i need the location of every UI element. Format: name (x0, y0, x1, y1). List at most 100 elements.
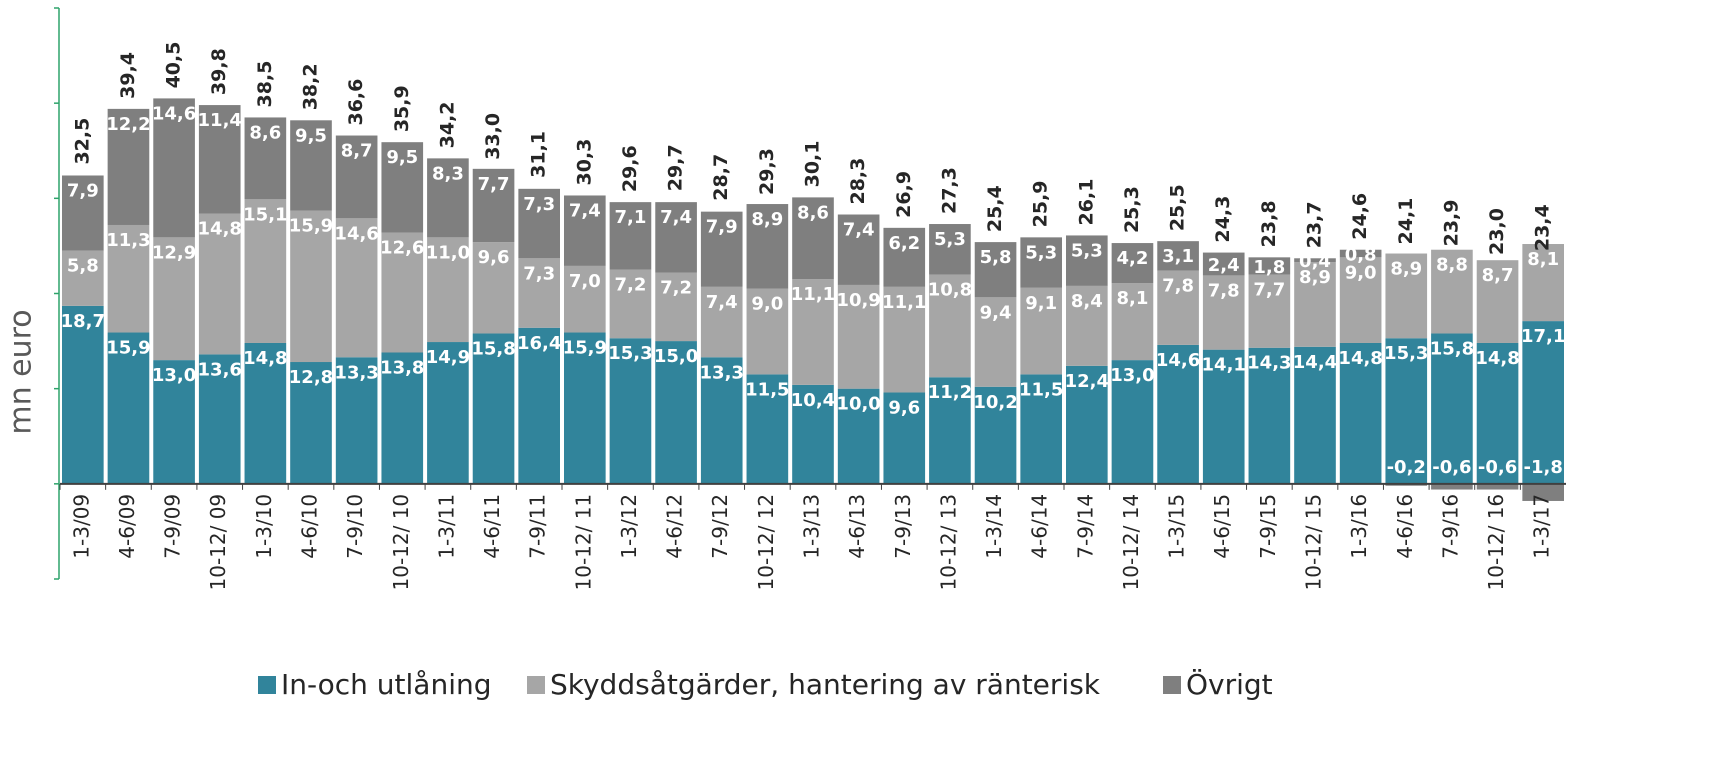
bar-segment (62, 250, 104, 306)
data-label: 15,9 (106, 338, 150, 359)
data-label: 13,3 (334, 362, 378, 383)
bar-segment (107, 332, 150, 484)
x-tick-label: 4-6/13 (845, 494, 869, 559)
bar-segment (335, 218, 378, 358)
x-tick-label: 10-12/ 12 (754, 494, 778, 591)
x-tick-label: 1-3/10 (252, 494, 276, 559)
legend-label: Övrigt (1186, 667, 1273, 701)
data-label: 14,8 (243, 348, 287, 369)
x-tick-label: 7-9/09 (161, 494, 185, 559)
total-label: 24,1 (1395, 198, 1417, 245)
bar-segment (609, 202, 652, 270)
data-label: 18,7 (61, 311, 105, 332)
data-label: 14,8 (1338, 348, 1382, 369)
data-label: 7,7 (1253, 279, 1285, 300)
total-label: 36,6 (345, 79, 367, 126)
bar-segment (1294, 262, 1336, 347)
data-label: 7,9 (706, 217, 738, 238)
total-label: 25,5 (1167, 184, 1189, 231)
data-label: 13,8 (380, 358, 424, 379)
total-label: 26,1 (1075, 179, 1097, 226)
bar-segment (472, 168, 515, 243)
bar-segment (381, 232, 424, 353)
bar-segment (335, 135, 378, 219)
data-label: 15,9 (563, 338, 607, 359)
bar-segment (1476, 260, 1519, 343)
data-label: 10,4 (791, 390, 835, 411)
data-label: 5,3 (1071, 240, 1103, 261)
data-label: 11,1 (791, 284, 835, 305)
bar-segment (153, 98, 195, 238)
total-label: 25,4 (984, 185, 1006, 232)
total-label: 26,9 (893, 171, 915, 218)
total-label: 38,5 (254, 61, 276, 108)
bar-segment (564, 332, 606, 484)
x-tick-label: 10-12/ 16 (1484, 494, 1508, 591)
bar-segment (1248, 347, 1291, 484)
bar-segment (1111, 243, 1154, 284)
bar-segment (837, 388, 880, 484)
x-tick-label: 1-3/14 (982, 494, 1006, 559)
bar-segment (929, 224, 971, 275)
total-label: 29,3 (756, 148, 778, 195)
bar-segment (381, 142, 424, 233)
total-label: 27,3 (938, 167, 960, 214)
data-label: 7,0 (569, 271, 601, 292)
data-label: -0,2 (1387, 457, 1426, 478)
data-label: 5,8 (67, 256, 99, 277)
bar-segment (1385, 253, 1428, 339)
data-label: 9,0 (1345, 262, 1377, 283)
data-label: -0,6 (1478, 457, 1517, 478)
bar-segment (700, 357, 743, 484)
total-label: 31,1 (528, 131, 550, 178)
x-tick-label: 10-12/ 09 (206, 494, 230, 591)
bar-segment (974, 242, 1017, 298)
x-tick-label: 7-9/16 (1438, 494, 1462, 559)
bar-segment (518, 327, 560, 484)
bar-segment (244, 199, 287, 343)
bar-segment (792, 197, 834, 280)
x-tick-label: 7-9/15 (1256, 494, 1280, 559)
total-label: 23,9 (1440, 199, 1462, 246)
x-tick-label: 7-9/12 (708, 494, 732, 559)
legend-label: Skyddsåtgärder, hantering av ränterisk (550, 668, 1101, 701)
x-tick-label: 1-3/09 (69, 494, 93, 559)
bar-segment (62, 305, 104, 484)
x-tick-label: 4-6/15 (1210, 494, 1234, 559)
bar-segment (837, 284, 880, 389)
data-label: 10,0 (836, 394, 880, 415)
data-label: 6,2 (888, 233, 920, 254)
data-label: 7,4 (660, 207, 692, 228)
total-label: 24,6 (1349, 193, 1371, 240)
bar-segment (335, 357, 378, 484)
bar-segment (1248, 257, 1291, 275)
bar-segment (518, 188, 560, 259)
data-label: 14,1 (1202, 355, 1246, 376)
bar-segment (1020, 237, 1062, 288)
data-label: 12,4 (1065, 371, 1109, 392)
data-label: 9,6 (888, 397, 920, 418)
x-tick-label: 10-12/ 11 (571, 494, 595, 591)
data-label: 11,5 (745, 379, 789, 400)
data-label: 7,7 (478, 174, 510, 195)
data-label: 8,4 (1071, 291, 1103, 312)
data-label: 7,8 (1162, 276, 1194, 297)
x-tick-label: 10-12/ 15 (1302, 494, 1326, 591)
x-tick-label: 4-6/10 (298, 494, 322, 559)
bar-segment (472, 242, 515, 334)
bar-segment (1339, 249, 1382, 258)
data-label: 11,1 (882, 292, 926, 313)
data-label: 0,8 (1345, 245, 1377, 266)
total-label: 33,0 (482, 113, 504, 160)
data-label: 16,4 (517, 333, 561, 354)
data-label: 10,2 (973, 392, 1017, 413)
bar-segment (609, 269, 652, 339)
bar-segment (929, 377, 971, 484)
total-label: 23,8 (1258, 200, 1280, 247)
bar-segment (1066, 285, 1108, 366)
total-label: 39,8 (208, 48, 230, 95)
bar-segment (1020, 287, 1062, 375)
data-label: 7,8 (1208, 280, 1240, 301)
bar-segment (198, 105, 241, 214)
